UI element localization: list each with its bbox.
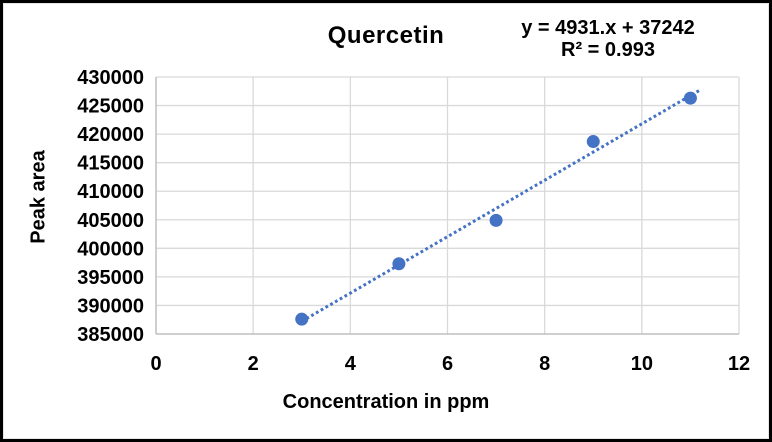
y-tick-label: 400000 <box>77 238 144 260</box>
y-tick-label: 430000 <box>77 67 144 89</box>
y-tick-label: 410000 <box>77 181 144 203</box>
chart-title: Quercetin <box>327 22 445 49</box>
data-point <box>489 213 503 227</box>
x-tick-label: 12 <box>728 353 750 375</box>
y-tick-label: 405000 <box>77 210 144 232</box>
x-tick-label: 0 <box>150 353 161 375</box>
plot-area: 385000 390000 395000 400000 405000 410000 4150… <box>77 67 750 375</box>
data-point <box>392 257 406 271</box>
x-tick-label: 8 <box>539 353 550 375</box>
data-point <box>586 135 600 149</box>
data-point <box>683 91 697 105</box>
trendline <box>300 88 701 323</box>
data-point <box>295 312 309 326</box>
y-tick-label: 395000 <box>77 267 144 289</box>
y-tick-label: 420000 <box>77 124 144 146</box>
x-axis-title: Concentration in ppm <box>282 391 490 413</box>
x-tick-label: 4 <box>345 353 357 375</box>
x-tick-label: 2 <box>248 353 259 375</box>
y-tick-label: 390000 <box>77 295 144 317</box>
y-tick-label: 425000 <box>77 96 144 118</box>
y-tick-label: 385000 <box>77 324 144 346</box>
x-tick-label: 10 <box>631 353 653 375</box>
r-squared-label: R² = 0.993 <box>561 39 655 61</box>
y-tick-label: 415000 <box>77 153 144 175</box>
x-tick-label: 6 <box>442 353 453 375</box>
trendline-equation-block: y = 4931.x + 37242 R² = 0.993 <box>458 17 758 61</box>
trendline-equation-label: y = 4931.x + 37242 <box>521 17 695 39</box>
